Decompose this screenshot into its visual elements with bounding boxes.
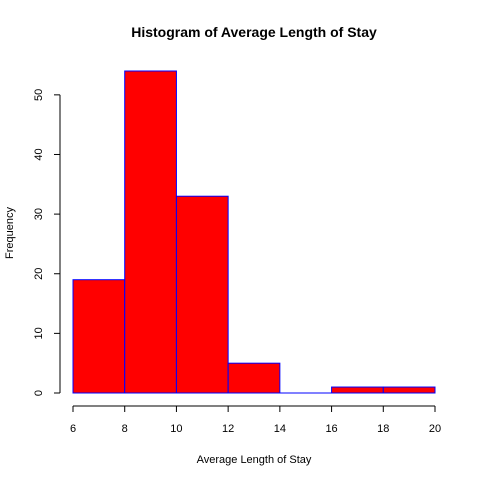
- y-axis: 0 10 20 30 40 50: [33, 89, 61, 396]
- x-axis: 6 8 10 12 14 16 18 20: [70, 405, 441, 435]
- x-tick-label: 12: [222, 423, 234, 435]
- y-axis-label: Frequency: [4, 207, 16, 259]
- histogram-bar-18-20: [382, 386, 436, 394]
- chart-title: Histogram of Average Length of Stay: [131, 24, 377, 40]
- histogram-bar-8-10: [124, 70, 177, 394]
- y-tick-label: 50: [33, 89, 45, 101]
- y-tick-label: 10: [33, 327, 45, 339]
- y-tick-label: 40: [33, 148, 45, 160]
- x-axis-label: Average Length of Stay: [197, 454, 312, 466]
- x-tick-label: 16: [325, 423, 337, 435]
- y-tick-label: 30: [33, 208, 45, 220]
- y-tick-label: 20: [33, 268, 45, 280]
- x-tick-label: 6: [70, 423, 76, 435]
- x-tick-label: 10: [170, 423, 182, 435]
- histogram-bar-6-8: [72, 279, 126, 394]
- histogram-bar-12-14: [227, 362, 281, 394]
- bars-layer: [72, 70, 436, 394]
- x-tick-label: 8: [122, 423, 128, 435]
- x-tick-label: 18: [377, 423, 389, 435]
- histogram-bar-10-12: [175, 195, 229, 394]
- histogram-bar-16-18: [331, 386, 384, 394]
- x-tick-label: 20: [429, 423, 441, 435]
- x-tick-label: 14: [274, 423, 286, 435]
- y-tick-label: 0: [33, 390, 45, 396]
